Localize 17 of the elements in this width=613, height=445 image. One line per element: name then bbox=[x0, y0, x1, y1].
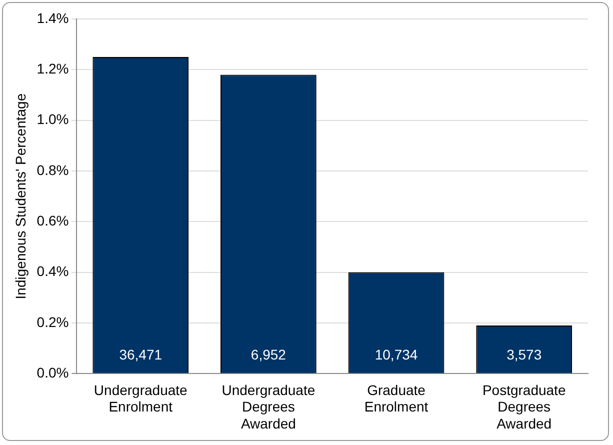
y-axis-title: Indigenous Students' Percentage bbox=[12, 93, 28, 300]
y-tick-label: 1.4% bbox=[36, 10, 69, 26]
y-tick-label: 0.4% bbox=[36, 263, 69, 280]
y-tick-label: 0.6% bbox=[36, 212, 69, 228]
x-tick-label: Postgraduate Degrees Awarded bbox=[482, 382, 566, 432]
x-tick-label: Undergraduate Degrees Awarded bbox=[222, 382, 316, 432]
x-tick-label: Graduate Enrolment bbox=[364, 382, 428, 415]
annotation: 6,952 bbox=[250, 346, 286, 362]
annotation: 36,471 bbox=[119, 346, 162, 362]
annotation: 3,573 bbox=[506, 346, 542, 362]
y-tick-label: 1.0% bbox=[36, 111, 69, 128]
y-tick-label: 1.2% bbox=[36, 60, 69, 77]
x-tick-label: Undergraduate Enrolment bbox=[94, 382, 188, 415]
y-tick-label: 0.2% bbox=[36, 314, 69, 330]
y-tick-label: 0.8% bbox=[36, 162, 69, 178]
annotation: 10,734 bbox=[374, 346, 418, 362]
y-tick-label: 0.0% bbox=[36, 364, 69, 380]
